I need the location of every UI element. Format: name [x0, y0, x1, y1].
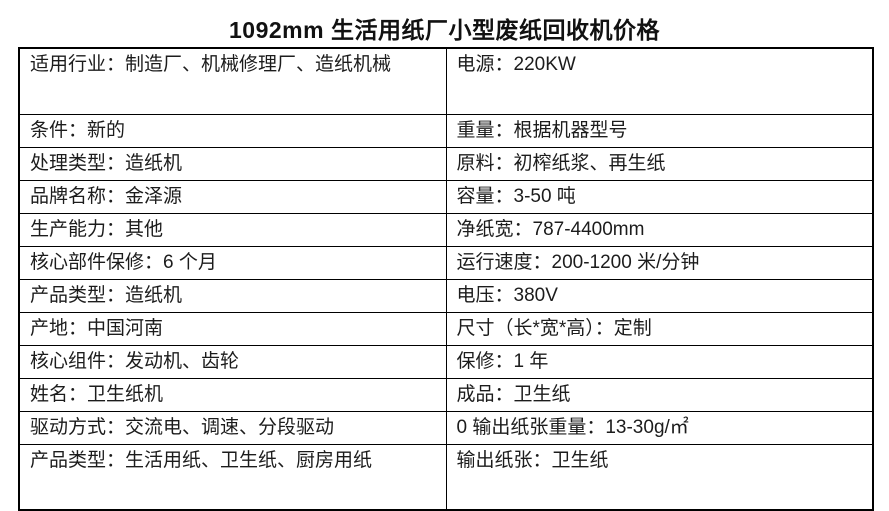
- spec-cell-right: 输出纸张：卫生纸: [445, 443, 874, 511]
- spec-cell-left: 核心组件：发动机、齿轮: [18, 344, 447, 379]
- spec-cell-right: 0 输出纸张重量：13-30g/㎡: [445, 410, 874, 445]
- spec-cell-left: 品牌名称：金泽源: [18, 179, 447, 214]
- table-row: 核心部件保修：6 个月 运行速度：200-1200 米/分钟: [18, 245, 874, 280]
- table-row: 处理类型：造纸机 原料：初榨纸浆、再生纸: [18, 146, 874, 181]
- spec-cell-left: 条件：新的: [18, 113, 447, 148]
- spec-cell-right: 尺寸（长*宽*高）：定制: [445, 311, 874, 346]
- spec-cell-right: 容量：3-50 吨: [445, 179, 874, 214]
- spec-cell-left: 适用行业：制造厂、机械修理厂、造纸机械: [18, 47, 447, 115]
- table-row: 产品类型：造纸机 电压：380V: [18, 278, 874, 313]
- table-row: 驱动方式：交流电、调速、分段驱动 0 输出纸张重量：13-30g/㎡: [18, 410, 874, 445]
- spec-cell-right: 电压：380V: [445, 278, 874, 313]
- spec-cell-left: 产品类型：造纸机: [18, 278, 447, 313]
- spec-cell-right: 净纸宽：787-4400mm: [445, 212, 874, 247]
- spec-cell-left: 产地：中国河南: [18, 311, 447, 346]
- spec-table: 适用行业：制造厂、机械修理厂、造纸机械 电源：220KW 条件：新的 重量：根据…: [18, 47, 874, 511]
- spec-cell-right: 原料：初榨纸浆、再生纸: [445, 146, 874, 181]
- spec-cell-left: 产品类型：生活用纸、卫生纸、厨房用纸: [18, 443, 447, 511]
- table-row: 条件：新的 重量：根据机器型号: [18, 113, 874, 148]
- table-row: 核心组件：发动机、齿轮 保修：1 年: [18, 344, 874, 379]
- table-row: 产地：中国河南 尺寸（长*宽*高）：定制: [18, 311, 874, 346]
- spec-cell-left: 处理类型：造纸机: [18, 146, 447, 181]
- spec-cell-right: 运行速度：200-1200 米/分钟: [445, 245, 874, 280]
- spec-cell-right: 成品：卫生纸: [445, 377, 874, 412]
- spec-cell-left: 姓名：卫生纸机: [18, 377, 447, 412]
- spec-cell-right: 重量：根据机器型号: [445, 113, 874, 148]
- table-row: 生产能力：其他 净纸宽：787-4400mm: [18, 212, 874, 247]
- table-row: 姓名：卫生纸机 成品：卫生纸: [18, 377, 874, 412]
- spec-cell-right: 电源：220KW: [445, 47, 874, 115]
- table-row: 品牌名称：金泽源 容量：3-50 吨: [18, 179, 874, 214]
- table-row: 适用行业：制造厂、机械修理厂、造纸机械 电源：220KW: [18, 47, 874, 115]
- spec-cell-right: 保修：1 年: [445, 344, 874, 379]
- page-title: 1092mm 生活用纸厂小型废纸回收机价格: [229, 17, 660, 43]
- spec-cell-left: 核心部件保修：6 个月: [18, 245, 447, 280]
- spec-cell-left: 生产能力：其他: [18, 212, 447, 247]
- table-row: 产品类型：生活用纸、卫生纸、厨房用纸 输出纸张：卫生纸: [18, 443, 874, 511]
- spec-cell-left: 驱动方式：交流电、调速、分段驱动: [18, 410, 447, 445]
